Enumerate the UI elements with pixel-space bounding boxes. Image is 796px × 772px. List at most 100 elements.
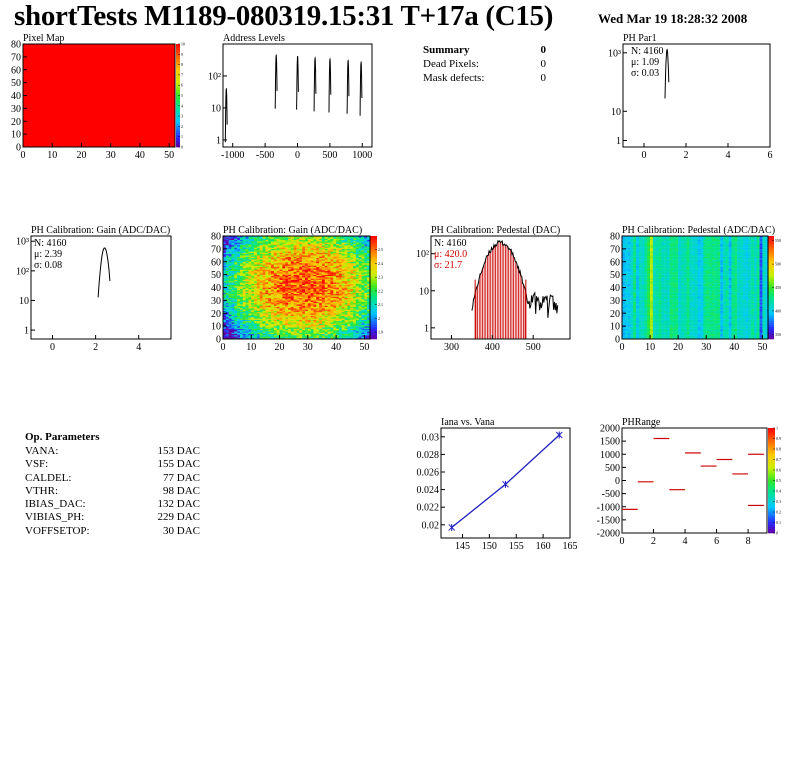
heatmap-cell — [276, 297, 280, 300]
heatmap-cell — [316, 293, 320, 296]
heatmap-cell — [234, 319, 238, 322]
heatmap-cell — [268, 272, 272, 274]
heatmap-cell — [296, 301, 300, 304]
y-tick-label: 10 — [11, 130, 21, 141]
heatmap-cell — [624, 304, 628, 306]
heatmap-cell — [338, 287, 342, 289]
heatmap-cell — [310, 260, 314, 262]
heatmap-cell — [321, 255, 325, 257]
heatmap-cell — [254, 319, 258, 322]
heatmap-cell — [636, 332, 640, 335]
heatmap-cell — [330, 332, 334, 335]
heatmap-cell — [296, 255, 300, 257]
heatmap-cell — [330, 284, 334, 287]
heatmap-cell — [285, 293, 289, 296]
heatmap-cell — [336, 272, 340, 274]
heatmap-cell — [327, 281, 331, 283]
heatmap-cell — [355, 252, 359, 255]
heatmap-cell — [276, 296, 280, 298]
heatmap-cell — [358, 282, 362, 284]
heatmap-cell — [225, 265, 229, 268]
heatmap-cell — [254, 306, 258, 309]
heatmap-cell — [302, 279, 306, 282]
heatmap-cell — [307, 309, 311, 311]
heatmap-cell — [296, 337, 300, 340]
heatmap-cell — [285, 328, 289, 331]
y-tick-label: 40 — [11, 91, 21, 102]
heatmap-cell — [333, 308, 337, 310]
heatmap-cell — [265, 264, 269, 266]
heatmap-cell — [251, 291, 255, 293]
heatmap-cell — [364, 251, 368, 253]
heatmap-cell — [282, 320, 286, 323]
heatmap-cell — [321, 257, 325, 260]
palette-swatch — [370, 299, 377, 303]
heatmap-cell — [313, 278, 317, 280]
heatmap-cell — [341, 306, 345, 309]
heatmap-cell — [358, 304, 362, 306]
heatmap-cell — [245, 337, 249, 340]
heatmap-cell — [299, 317, 303, 319]
heatmap-cell — [288, 324, 292, 327]
heatmap-cell — [268, 320, 272, 323]
heatmap-cell — [358, 293, 362, 296]
heatmap-cell — [627, 299, 631, 301]
heatmap-cell — [259, 329, 263, 332]
heatmap-cell — [299, 284, 303, 287]
heatmap-cell — [265, 252, 269, 255]
heatmap-cell — [336, 284, 340, 287]
palette-swatch — [370, 330, 377, 334]
heatmap-cell — [248, 295, 252, 297]
heatmap-cell — [638, 337, 642, 340]
heatmap-cell — [358, 331, 362, 333]
heatmap-cell — [627, 241, 631, 243]
heatmap-cell — [271, 329, 275, 332]
stat-mean: μ: 420.0 — [434, 249, 467, 260]
heatmap-cell — [276, 238, 280, 241]
heatmap-cell — [296, 268, 300, 270]
heatmap-cell — [251, 322, 255, 324]
heatmap-cell — [299, 242, 303, 244]
heatmap-cell — [321, 306, 325, 309]
heatmap-cell — [333, 239, 337, 242]
heatmap-cell — [347, 290, 351, 292]
heatmap-cell — [336, 310, 340, 313]
heatmap-cell — [347, 246, 351, 248]
heatmap-cell — [234, 242, 238, 244]
heatmap-cell — [624, 302, 628, 305]
heatmap-cell — [307, 291, 311, 293]
heatmap-cell — [251, 295, 255, 297]
heatmap-cell — [259, 236, 263, 238]
heatmap-cell — [355, 328, 359, 331]
heatmap-cell — [353, 299, 357, 301]
heatmap-cell — [358, 324, 362, 327]
heatmap-cell — [367, 288, 371, 291]
heatmap-cell — [299, 333, 303, 336]
heatmap-cell — [307, 261, 311, 264]
heatmap-cell — [319, 311, 323, 314]
heatmap-cell — [627, 265, 631, 268]
heatmap-cell — [237, 248, 241, 251]
heatmap-cell — [333, 284, 337, 287]
palette-swatch — [370, 258, 377, 262]
heatmap-cell — [630, 300, 634, 302]
heatmap-cell — [251, 272, 255, 274]
heatmap-cell — [347, 299, 351, 301]
heatmap-cell — [327, 270, 331, 273]
heatmap-cell — [313, 283, 317, 286]
heatmap-cell — [223, 238, 227, 241]
heatmap-cell — [302, 329, 306, 332]
heatmap-cell — [633, 264, 637, 266]
heatmap-cell — [350, 251, 354, 253]
heatmap-cell — [358, 305, 362, 308]
heatmap-cell — [341, 336, 345, 338]
heatmap-cell — [248, 242, 252, 244]
heatmap-cell — [239, 302, 243, 305]
heatmap-cell — [242, 309, 246, 311]
heatmap-cell — [367, 332, 371, 335]
heatmap-cell — [279, 291, 283, 293]
heatmap-cell — [254, 309, 258, 311]
heatmap-cell — [282, 256, 286, 259]
heatmap-cell — [273, 304, 277, 306]
heatmap-cell — [307, 320, 311, 323]
